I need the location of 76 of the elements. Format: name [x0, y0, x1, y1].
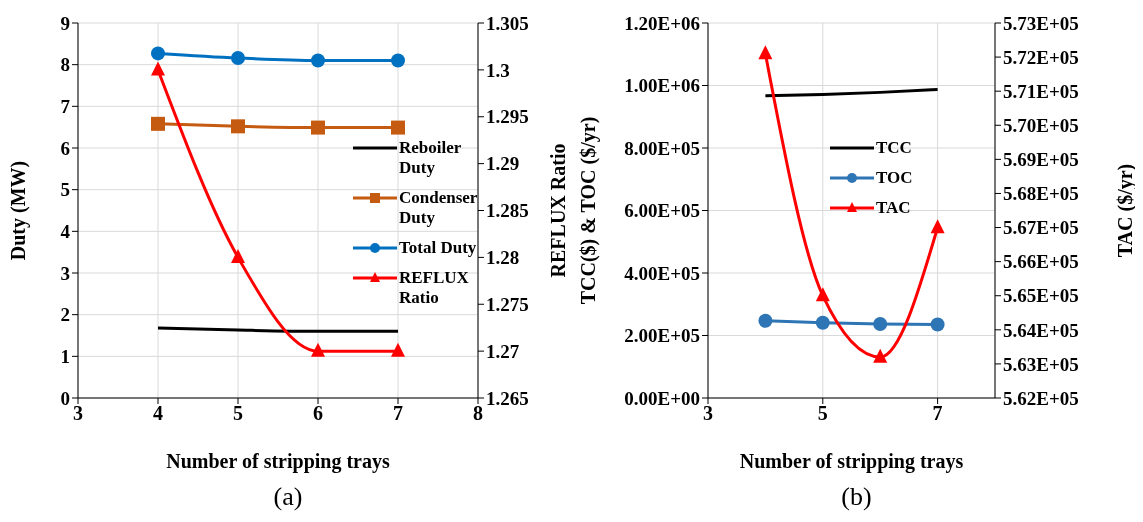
- y-tick-label: 6.00E+05: [624, 200, 700, 222]
- y2-tick-label: 1.295: [486, 106, 529, 128]
- point: [391, 53, 405, 68]
- point: [758, 45, 773, 60]
- y-tick-label: 8: [60, 54, 70, 76]
- y2-tick-label: 1.265: [486, 387, 529, 409]
- y2-tick-label: 5.71E+05: [1003, 80, 1079, 102]
- y-axis-title: TCC($) & TOC ($/yr): [577, 116, 601, 305]
- point: [311, 342, 325, 357]
- y2-tick-label: 5.67E+05: [1003, 217, 1079, 239]
- text: (b): [840, 482, 873, 512]
- y2-tick-label: 5.69E+05: [1003, 149, 1079, 171]
- point: [231, 51, 245, 65]
- y2-tick-label: 1.27: [486, 340, 520, 362]
- legend-label: REFLUX Ratio: [399, 268, 470, 308]
- y2-tick-label: 1.305: [486, 12, 529, 34]
- point: [151, 61, 165, 76]
- x-axis-title: Number of stripping trays: [166, 450, 390, 473]
- legend-label: Total Duty: [399, 238, 478, 258]
- point: [391, 342, 405, 357]
- x-tick-label: 6: [313, 402, 323, 425]
- point: [391, 120, 405, 135]
- y2-tick-label: 5.65E+05: [1003, 285, 1079, 307]
- x-tick-label: 7: [393, 402, 403, 425]
- y-tick-label: 0: [60, 387, 70, 409]
- y-tick-label: 4.00E+05: [624, 262, 700, 284]
- point: [311, 53, 325, 68]
- y2-tick-label: 5.70E+05: [1003, 115, 1079, 137]
- y-tick-label: 6: [60, 137, 70, 159]
- y2-tick-label: 1.275: [486, 293, 529, 315]
- point: [815, 287, 830, 302]
- y2-tick-label: 5.73E+05: [1003, 12, 1079, 34]
- y-tick-label: 1: [60, 346, 70, 368]
- y-tick-label: 3: [60, 262, 70, 284]
- y2-tick-label: 1.29: [486, 153, 520, 175]
- y-tick-label: 8.00E+05: [624, 137, 700, 159]
- x-tick-label: 5: [233, 402, 243, 425]
- y-tick-label: 9: [60, 12, 70, 34]
- y2-tick-label: 1.285: [486, 200, 529, 222]
- legend-label: TCC: [876, 138, 913, 158]
- legend-label: TOC: [876, 168, 914, 188]
- x-axis-title: Number of stripping trays: [739, 450, 964, 473]
- y2-tick-label: 5.64E+05: [1003, 319, 1079, 341]
- x-tick-label: 7: [932, 402, 943, 425]
- y-tick-label: 1.20E+06: [624, 12, 700, 34]
- line-series: [763, 88, 940, 98]
- y-tick-label: 4: [60, 221, 71, 243]
- y2-tick-label: 5.68E+05: [1003, 183, 1079, 205]
- text: (a): [272, 482, 304, 512]
- point: [930, 219, 945, 234]
- x-tick-label: 5: [817, 402, 828, 425]
- point: [873, 348, 888, 363]
- y2-axis-title: REFLUX Ratio: [547, 143, 570, 278]
- y-tick-label: 0.00E+00: [624, 387, 700, 409]
- x-tick-label: 4: [153, 402, 163, 425]
- y2-tick-label: 5.63E+05: [1003, 353, 1079, 375]
- y2-tick-label: 1.3: [486, 59, 510, 81]
- y-tick-label: 1.00E+06: [624, 75, 700, 97]
- y-tick-label: 7: [60, 96, 71, 118]
- y2-tick-label: 5.62E+05: [1003, 387, 1079, 409]
- y-tick-label: 2: [60, 304, 70, 326]
- point: [231, 119, 245, 134]
- y-tick-label: 2.00E+05: [624, 325, 700, 347]
- point: [151, 116, 165, 131]
- legend-label: TAC: [876, 198, 912, 218]
- y-tick-label: 5: [60, 179, 70, 201]
- y2-tick-label: 5.66E+05: [1003, 251, 1079, 273]
- point: [151, 46, 165, 61]
- legend-label: Condenser Duty: [399, 188, 479, 228]
- point: [231, 248, 245, 263]
- y2-tick-label: 1.28: [486, 247, 520, 269]
- point: [311, 120, 325, 135]
- legend-label: Reboiler Duty: [399, 138, 462, 178]
- y2-tick-label: 5.72E+05: [1003, 46, 1079, 68]
- x-tick-label: 8: [473, 402, 483, 425]
- y-axis-title: Duty (MW): [7, 160, 31, 261]
